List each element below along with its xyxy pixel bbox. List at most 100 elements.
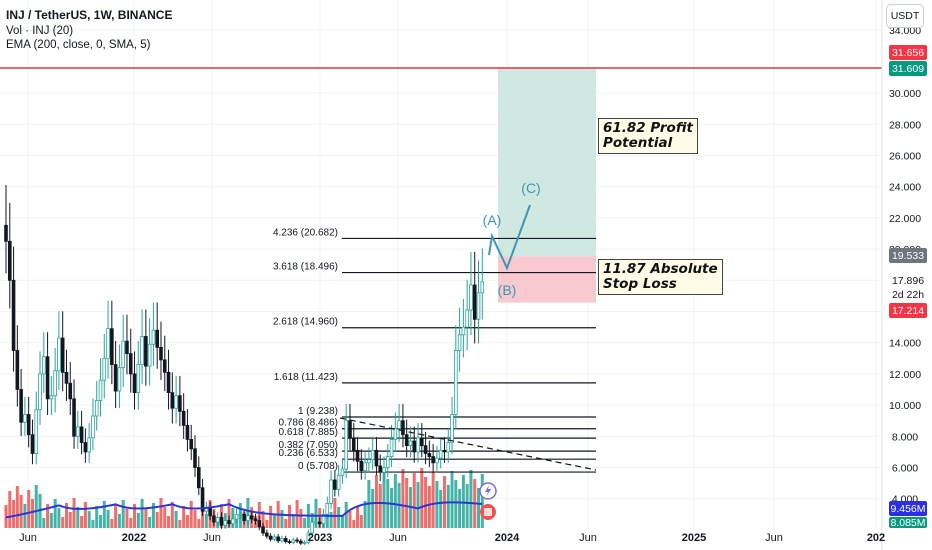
y-tick-label: 30.000 <box>889 88 921 100</box>
candle-body <box>128 353 133 375</box>
volume-bar <box>227 499 231 528</box>
candle-body <box>446 442 451 453</box>
stop-zone <box>498 256 596 303</box>
volume-bar <box>446 485 450 528</box>
volume-bar <box>344 502 348 528</box>
ema-legend[interactable]: EMA (200, close, 0, SMA, 5) <box>6 39 151 51</box>
y-tick-label: 26.000 <box>889 151 921 163</box>
candle-body <box>196 467 201 489</box>
candle-body <box>333 479 337 490</box>
candle-body <box>340 468 345 476</box>
candle-body <box>200 487 205 512</box>
candle-body <box>189 439 194 450</box>
volume-bar <box>68 512 72 528</box>
volume-bar <box>348 511 352 528</box>
candle-body <box>170 392 175 409</box>
candle-body <box>68 382 73 400</box>
candle-body <box>76 426 80 437</box>
volume-bar <box>163 507 167 528</box>
stop-tag: 19.533 <box>889 248 927 263</box>
stop-note-line2: Stop Loss <box>603 276 677 292</box>
volume-bar <box>371 489 375 528</box>
candle-body <box>26 414 31 436</box>
candle-body <box>310 521 314 534</box>
candle-body <box>121 340 125 369</box>
volume-bar <box>465 484 469 528</box>
candle-body <box>4 224 8 242</box>
candle-body <box>72 398 76 437</box>
x-tick-label: Jun <box>203 532 221 544</box>
candle-body <box>234 513 239 520</box>
candle-body <box>83 442 88 453</box>
candle-body <box>280 538 284 542</box>
candle-body <box>348 420 352 439</box>
volume-bar <box>64 503 68 528</box>
currency-button[interactable]: USDT <box>886 4 924 28</box>
volume-bar <box>303 518 307 528</box>
candle-body <box>431 456 435 464</box>
fib-label: 4.236 (20.682) <box>273 227 338 238</box>
volume-bar <box>155 512 159 528</box>
x-tick-label: Jun <box>19 532 37 544</box>
volume-bar <box>378 484 382 528</box>
volume-bar <box>117 514 121 528</box>
volume-bar <box>412 473 416 528</box>
candle-body <box>317 521 322 525</box>
candle-body <box>253 518 258 521</box>
candle-body <box>208 507 212 517</box>
candle-body <box>242 513 246 521</box>
volume-bar <box>30 499 34 528</box>
candle-body <box>382 467 386 473</box>
lightning-glyph <box>485 485 491 497</box>
candle-body <box>416 437 420 453</box>
candle-body <box>351 437 356 451</box>
volume-bar <box>458 489 462 528</box>
stop-note: 11.87 Absolute Stop Loss <box>598 259 723 295</box>
candle-body <box>336 474 341 490</box>
candle-body <box>465 309 469 328</box>
candle-body <box>374 449 379 467</box>
candle-body <box>393 428 398 440</box>
candle-body <box>276 536 280 542</box>
volume-bar <box>340 516 344 528</box>
candle-body <box>23 414 27 423</box>
volume-bar <box>435 481 439 528</box>
candle-body <box>367 459 371 464</box>
candle-body <box>19 389 23 423</box>
y-tick-label: 22.000 <box>889 213 921 225</box>
volume-legend[interactable]: Vol · INJ (20) <box>6 25 74 37</box>
volume-bar <box>431 472 435 528</box>
candle-body <box>155 329 160 348</box>
fib-label: 1.618 (11.423) <box>274 372 338 383</box>
target-upper-tag: 31.656 <box>889 45 927 60</box>
candle-body <box>117 367 122 392</box>
y-tick-label: 10.000 <box>889 400 921 412</box>
candle-body <box>249 515 254 520</box>
volume-value-tag: 8.085M <box>889 517 927 528</box>
candlesticks <box>4 185 485 545</box>
candle-body <box>94 400 99 417</box>
candle-body <box>461 326 466 336</box>
flag-glyph <box>484 508 492 516</box>
volume-bar <box>405 478 409 528</box>
candle-body <box>151 329 156 345</box>
candle-body <box>265 532 269 537</box>
candle-body <box>42 356 46 375</box>
candle-body <box>378 465 383 473</box>
candle-body <box>98 379 103 401</box>
volume-bar <box>49 513 53 528</box>
volume-bar <box>185 515 189 528</box>
volume-bar <box>204 514 208 528</box>
candle-body <box>469 284 473 311</box>
x-tick-label: 2025 <box>682 532 706 544</box>
candle-body <box>472 284 477 320</box>
fib-label: 0.618 (7.885) <box>279 427 339 438</box>
candle-body <box>113 364 118 392</box>
volume-bar <box>27 490 31 528</box>
candle-body <box>363 462 367 472</box>
candle-body <box>106 328 110 359</box>
candle-body <box>125 340 129 355</box>
volume-bar <box>197 519 201 528</box>
volume-bar <box>12 500 16 528</box>
